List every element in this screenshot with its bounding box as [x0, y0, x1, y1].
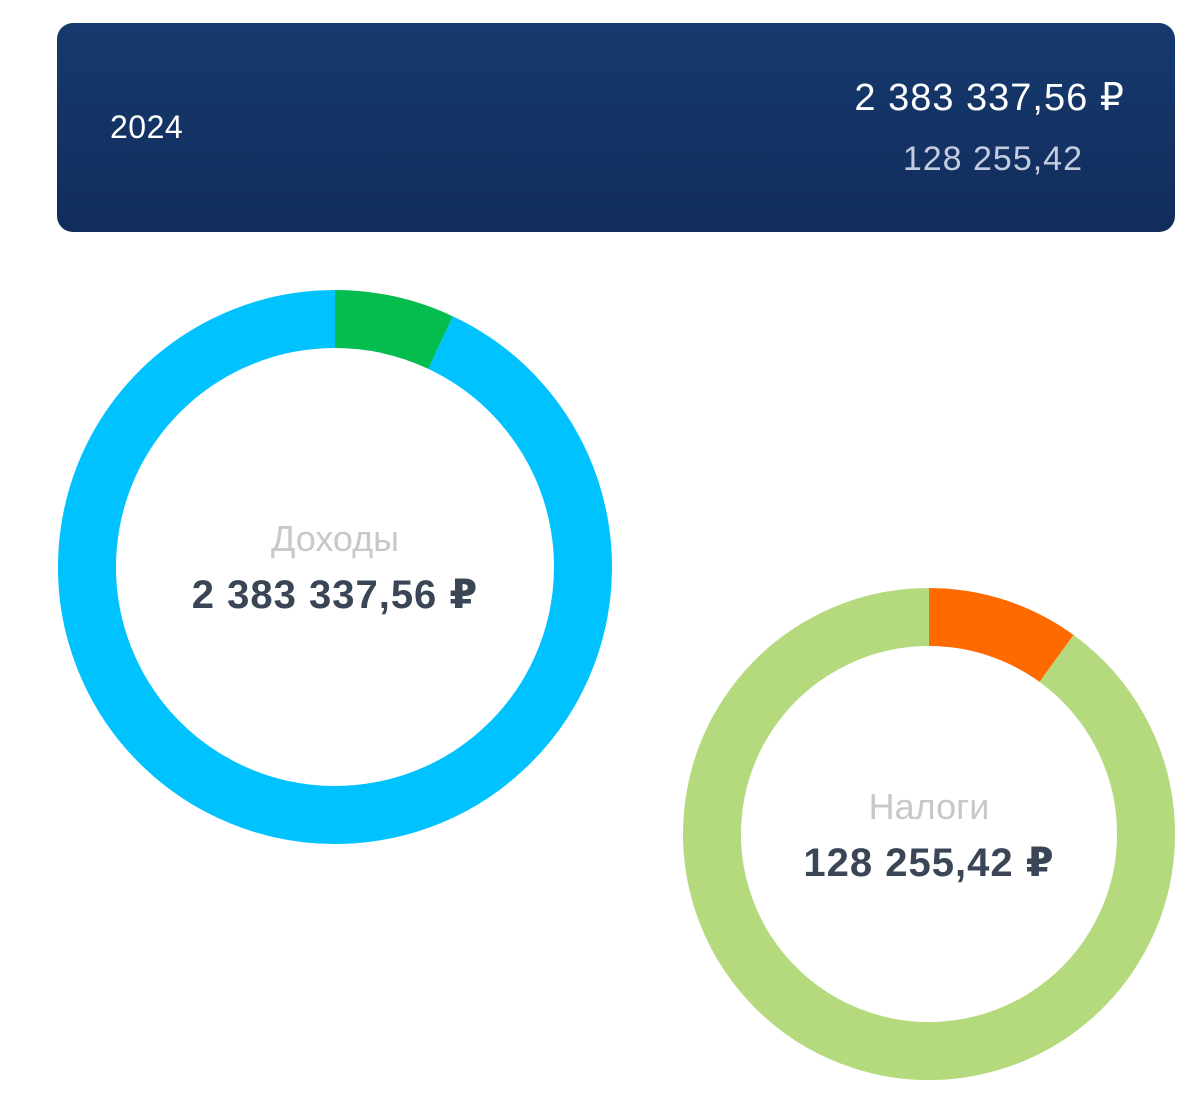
income-slice-accent[interactable] — [334, 290, 453, 370]
income-slice-main[interactable] — [58, 290, 612, 844]
tax-donut-chart[interactable]: Налоги 128 255,42 ₽ — [683, 588, 1175, 1080]
income-chart-label: Доходы — [270, 518, 400, 559]
income-donut-chart[interactable]: Доходы 2 383 337,56 ₽ — [58, 290, 612, 844]
tax-slice-accent[interactable] — [928, 588, 1074, 683]
year-label: 2024 — [110, 109, 184, 145]
income-donut-svg — [58, 290, 612, 844]
tax-donut-svg — [683, 588, 1175, 1080]
total-income-amount: 2 383 337,56 ₽ — [854, 77, 1125, 119]
tax-slice-main[interactable] — [683, 588, 1175, 1080]
tax-chart-label: Налоги — [868, 786, 990, 827]
year-summary-card[interactable]: 2024 2 383 337,56 ₽ 128 255,42 — [57, 23, 1175, 232]
income-chart-value: 2 383 337,56 ₽ — [191, 573, 479, 617]
total-tax-amount: 128 255,42 — [902, 140, 1083, 178]
tax-chart-value: 128 255,42 ₽ — [803, 841, 1055, 885]
